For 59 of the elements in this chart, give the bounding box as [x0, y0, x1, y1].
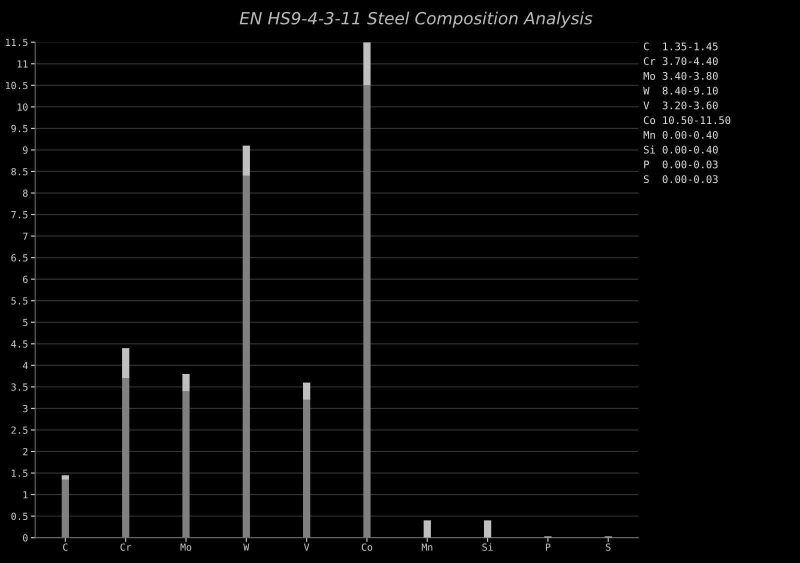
x-tick-label: Mn	[422, 544, 432, 551]
y-tick-label: 1.5	[12, 470, 28, 477]
bar	[182, 391, 190, 538]
bar	[363, 42, 371, 86]
y-tick-label: 4.5	[11, 340, 28, 348]
bar	[484, 520, 492, 538]
bar	[62, 480, 69, 538]
text: C 1.35-1.45	[644, 42, 718, 50]
y-tick-label: 11	[18, 60, 28, 68]
y-tick-label: 2.5	[11, 426, 28, 434]
text: Co 10.50-11.50	[644, 116, 730, 124]
text: S 0.00-0.03	[644, 175, 718, 184]
y-tick-label: 7	[23, 232, 28, 240]
text: V 3.20-3.60	[643, 101, 718, 110]
y-tick-label: 4	[22, 362, 28, 370]
text: P 0.00-0.03	[644, 160, 718, 168]
text: Si 0.00-0.40	[644, 146, 718, 154]
bar	[424, 520, 431, 538]
text: Mo 3.40-3.80	[644, 72, 718, 80]
y-tick-label: 2	[23, 448, 28, 456]
y-tick-label: 8.5	[11, 168, 28, 176]
y-tick-label: 0.5	[11, 512, 28, 520]
text: Cr 3.70-4.40	[644, 57, 718, 66]
y-tick-label: 10	[18, 103, 28, 111]
bar	[242, 176, 250, 538]
x-tick-label: W	[243, 544, 250, 551]
x-tick-label: Mo	[180, 544, 192, 551]
bar	[303, 400, 310, 538]
y-tick-label: 5	[23, 318, 28, 326]
text: W 8.40-9.10	[643, 86, 718, 95]
text: Mn 0.00-0.40	[644, 130, 718, 139]
bar	[363, 85, 371, 538]
y-tick-label: 11.5	[6, 38, 28, 46]
x-tick-label: S	[606, 543, 611, 551]
y-tick-label: 10.5	[6, 82, 28, 90]
bar	[182, 374, 190, 392]
y-tick-label: 6.5	[11, 254, 28, 262]
bar	[303, 382, 310, 400]
y-tick-label: 0	[23, 534, 28, 542]
y-tick-label: 9	[23, 146, 28, 154]
y-tick-label: 1	[24, 491, 28, 498]
bar	[62, 475, 69, 480]
bar	[122, 378, 130, 538]
x-tick-label: Cr	[120, 543, 132, 551]
chart-title: EN HS9-4-3-11 Steel Composition Analysis	[240, 12, 592, 28]
bar	[242, 146, 250, 176]
x-tick-label: Co	[362, 543, 372, 551]
y-tick-label: 3.5	[11, 383, 28, 391]
x-tick-label: V	[304, 544, 310, 551]
bar	[122, 348, 130, 378]
y-tick-label: 3	[23, 404, 28, 412]
y-tick-label: 9.5	[11, 124, 28, 132]
y-tick-label: 5.5	[11, 297, 28, 305]
x-tick-label: Si	[482, 543, 493, 551]
x-tick-label: P	[546, 544, 550, 551]
y-tick-label: 6	[23, 276, 28, 284]
y-tick-label: 7.5	[11, 211, 28, 218]
y-tick-label: 8	[23, 190, 28, 197]
x-tick-label: C	[63, 543, 68, 551]
